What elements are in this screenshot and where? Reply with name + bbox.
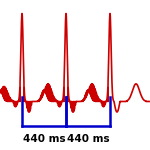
Text: 440 ms: 440 ms xyxy=(67,134,109,144)
Text: 440 ms: 440 ms xyxy=(23,134,65,144)
